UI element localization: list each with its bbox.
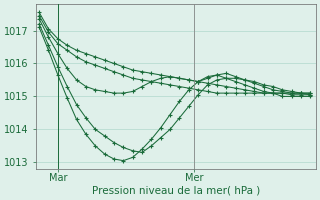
X-axis label: Pression niveau de la mer( hPa ): Pression niveau de la mer( hPa ) xyxy=(92,186,260,196)
